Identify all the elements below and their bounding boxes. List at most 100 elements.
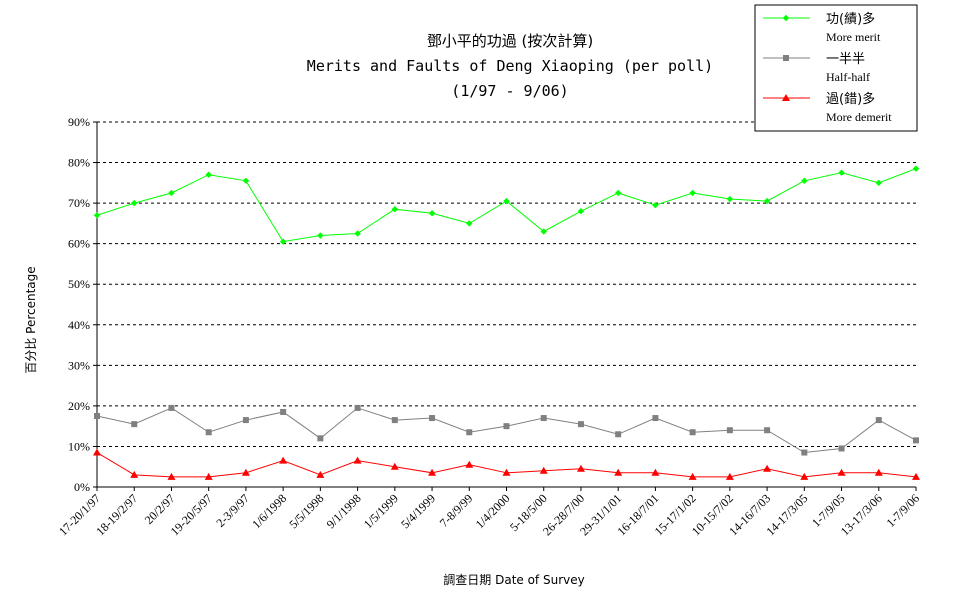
legend-box [754,4,918,132]
data-point [576,464,585,472]
y-tick-label: 40% [68,318,90,332]
data-point [688,472,697,480]
data-point [279,456,288,464]
data-point [540,228,547,235]
data-point [391,417,398,424]
data-point [428,468,437,476]
data-point [93,448,101,456]
data-point [242,177,250,185]
chart-title-period: (1/97 - 9/06) [451,82,568,100]
y-tick-label: 10% [68,439,90,453]
data-point [651,468,660,476]
data-point [465,460,474,468]
data-point [801,177,808,185]
data-point [615,431,622,438]
data-point [838,445,845,452]
data-point [168,189,175,197]
y-tick-label: 90% [68,115,90,129]
data-point [912,165,920,172]
legend-label-en: More demerit [826,110,892,124]
data-point [205,429,212,436]
legend-item: 過(錯)多 More demerit [763,91,892,124]
data-point [652,415,659,422]
legend-label: 功(績)多 [826,11,875,27]
data-point [391,205,399,213]
data-point [540,415,547,422]
y-tick-label: 0% [74,480,90,494]
series-more-merit [93,165,920,245]
chart-title: 鄧小平的功過 (按次計算) Merits and Faults of Deng … [307,32,713,100]
legend-label: 過(錯)多 [826,91,875,107]
legend: 功(績)多 More merit 一半半 Half-half 過(錯)多 More dem… [754,4,918,132]
legend-marker [782,94,790,101]
legend-marker [782,14,790,22]
x-tick-label: 5/4/1999 [398,491,438,531]
data-point [725,472,734,480]
gridlines [97,121,916,447]
data-point [763,197,771,205]
x-tick-label: 1-7/9/06 [883,491,922,530]
data-point [614,468,623,476]
x-tick-label: 7-8/9/99 [437,491,476,530]
x-tick-label: 9/1/1998 [324,491,364,531]
data-point [279,238,287,245]
legend-marker [783,55,789,61]
y-tick-label: 30% [68,358,90,372]
data-point [913,437,919,444]
series-line [96,407,917,454]
series-line [96,168,917,243]
y-tick-label: 80% [68,156,90,170]
legend-label-en: Half-half [826,70,870,84]
data-point [242,417,249,424]
data-point [466,429,473,436]
legend-label: 一半半 [826,52,865,67]
data-point [726,427,733,434]
x-tick-label: 1/6/1998 [249,491,289,531]
data-point [800,472,809,480]
data-point [726,195,734,203]
legend-item: 功(績)多 More merit [763,11,881,44]
data-point [317,435,324,442]
chart-title-english: Merits and Faults of Deng Xiaoping (per … [307,57,713,75]
data-point [317,232,324,239]
data-point [390,462,399,470]
x-tick-label: 20/2/97 [142,491,178,527]
data-point [354,404,361,411]
data-point [168,404,175,411]
series-more-demerit [93,448,920,480]
data-point [912,472,920,480]
data-point [280,408,287,415]
y-tick-label: 50% [68,277,90,291]
y-tick-labels: 0% 10% 20% 30% 40% 50% 60% 70% 80% 90% [68,115,90,494]
data-point [131,199,138,207]
data-point [93,212,101,219]
axes [93,121,917,491]
data-point [204,472,213,480]
data-point [167,472,176,480]
x-axis-label: 調查日期 Date of Survey [443,573,584,587]
data-point [503,197,510,205]
chart-title-chinese: 鄧小平的功過 (按次計算) [427,32,593,50]
data-point [764,427,771,434]
data-point [801,449,808,456]
data-point [131,421,138,428]
data-point [837,468,846,476]
data-point [689,429,696,436]
series-lines [93,165,920,480]
data-point [875,417,882,424]
y-tick-label: 20% [68,399,90,413]
data-point [205,171,212,178]
x-tick-label: 2-3/9/97 [213,491,252,530]
data-point [316,470,325,478]
data-point [354,230,361,237]
data-point [429,415,436,422]
data-point [763,464,772,472]
y-tick-label: 70% [68,196,90,210]
data-point [875,179,882,187]
x-tick-label: 1/5/1999 [361,491,401,531]
data-point [614,189,622,197]
data-point [241,468,250,476]
data-point [652,201,659,209]
